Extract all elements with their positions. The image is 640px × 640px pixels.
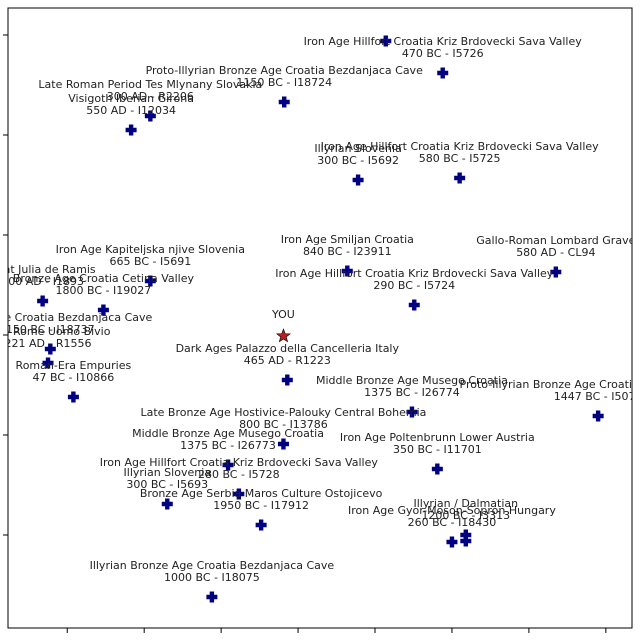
sample-detail: 300 BC - I5692 (317, 154, 399, 167)
sample-name: Iron Age Hillfort Croatia Kriz Brdovecki… (321, 140, 600, 153)
sample-name: Late Roman Period Tes Mlynany Slovakia (38, 78, 262, 91)
sample-point (446, 536, 458, 548)
sample-detail: 470 BC - I5726 (402, 47, 484, 60)
sample-detail: 550 AD - I12034 (86, 104, 176, 117)
sample-detail: 1000 BC - I18075 (164, 571, 260, 584)
plot-area: Iron Age Hillfort Croatia Kriz Brdovecki… (0, 35, 640, 603)
sample-point (550, 266, 562, 278)
sample-name: Iron Age Poltenbrunn Lower Austria (340, 431, 535, 444)
sample-point (341, 265, 353, 277)
sample-name: Dark Ages Palazzo della Cancelleria Ital… (176, 342, 400, 355)
sample-name: Illyrian Slovenia (124, 466, 211, 479)
sample-point (437, 67, 449, 79)
sample-detail: 47 BC - I10866 (33, 371, 115, 384)
sample-point (277, 438, 289, 450)
you-label: YOU (271, 308, 295, 321)
sample-detail: 300 AD - R2206 (107, 90, 194, 103)
sample-name: Bronze Age Croatia Bezdanjaca Cave (0, 311, 153, 324)
sample-name: Iron Age Hillfort Croatia Kriz Brdovecki… (100, 456, 379, 469)
sample-detail: 840 BC - I23911 (303, 245, 392, 258)
sample-point (255, 519, 267, 531)
sample-detail: 150 BC - I18737 (6, 323, 95, 336)
sample-name: Iron Age Hillfort Croatia Kriz Brdovecki… (275, 267, 554, 280)
sample-detail: 1950 BC - I17912 (213, 499, 309, 512)
sample-detail: 800 BC - I13786 (239, 418, 328, 431)
sample-name: Gallo-Roman Lombard Grave (476, 234, 635, 247)
sample-name: Illyrian Slovenia (314, 142, 401, 155)
sample-point (233, 488, 245, 500)
sample-point (42, 357, 54, 369)
sample-point (37, 295, 49, 307)
sample-detail: 350 BC - I11701 (393, 443, 482, 456)
sample-name: Bronze Age Croatia Cetina Valley (13, 272, 195, 285)
sample-detail: 300 BC - I5693 (126, 478, 208, 491)
sample-name: Late Rome Uomo Bivio (0, 325, 111, 338)
sample-name: Proto-Illyrian Bronze Age Croatia Bezdan… (146, 64, 423, 77)
sample-detail: 1800 BC - I19027 (56, 284, 152, 297)
sample-name: Illyrian / Dalmatian (413, 497, 518, 510)
sample-name: Bronze Age Serbia Maros Culture Ostojice… (140, 487, 383, 500)
sample-point (144, 110, 156, 122)
sample-detail: 1447 BC - I5070 (554, 390, 640, 403)
sample-point (144, 275, 156, 287)
sample-detail: 1375 BC - I26773 (180, 439, 276, 452)
sample-detail: 290 BC - I5724 (373, 279, 455, 292)
sample-point (454, 172, 466, 184)
sample-point (125, 124, 137, 136)
sample-detail: 465 AD - R1223 (244, 354, 331, 367)
sample-point (460, 529, 472, 541)
sample-name: Roman-Era Empuries (16, 359, 132, 372)
sample-detail: 1200 BC - I3313 (421, 509, 510, 522)
sample-point (206, 591, 218, 603)
sample-detail: 665 BC - I5691 (109, 255, 191, 268)
sample-detail: 260 BC - I18430 (408, 516, 497, 529)
sample-name: Middle Bronze Age Musego Croatia (316, 374, 508, 387)
sample-point (380, 35, 392, 47)
sample-name: Middle Bronze Age Musego Croatia (132, 427, 324, 440)
sample-point (406, 406, 418, 418)
sample-point (222, 459, 234, 471)
sample-name: Visigoth Iberian Girona (68, 92, 194, 105)
sample-point (67, 391, 79, 403)
sample-point (44, 343, 56, 355)
sample-name: Late Bronze Age Hostivice-Palouky Centra… (140, 406, 426, 419)
sample-detail: 221 AD - R1556 (4, 337, 91, 350)
sample-point (97, 304, 109, 316)
sample-point (352, 174, 364, 186)
sample-name: Proto-Illyrian Bronze Age Croatia Bezdan… (460, 378, 640, 391)
sample-detail: 1150 BC - I18724 (236, 76, 332, 89)
sample-point (278, 96, 290, 108)
sample-detail: 280 BC - I5728 (198, 468, 280, 481)
sample-name: Sant Julia de Ramis (0, 263, 96, 276)
sample-name: Iron Age Gyor-Moson-Sopron Hungary (348, 504, 556, 517)
sample-point (281, 374, 293, 386)
sample-name: Iron Age Hillfort Croatia Kriz Brdovecki… (304, 35, 583, 48)
sample-point (431, 463, 443, 475)
sample-point (460, 535, 472, 547)
sample-point (408, 299, 420, 311)
sample-point (161, 498, 173, 510)
sample-name: Illyrian Bronze Age Croatia Bezdanjaca C… (90, 559, 335, 572)
sample-detail: 400 AD - I1893 (1, 275, 84, 288)
sample-detail: 1375 BC - I26774 (364, 386, 460, 399)
sample-name: Iron Age Kapiteljska njive Slovenia (56, 243, 245, 256)
sample-detail: 580 BC - I5725 (419, 152, 501, 165)
sample-name: Iron Age Smiljan Croatia (281, 233, 414, 246)
you-point (275, 328, 291, 343)
sample-detail: 580 AD - CL94 (516, 246, 595, 259)
sample-point (592, 410, 604, 422)
plot-frame (7, 7, 633, 629)
